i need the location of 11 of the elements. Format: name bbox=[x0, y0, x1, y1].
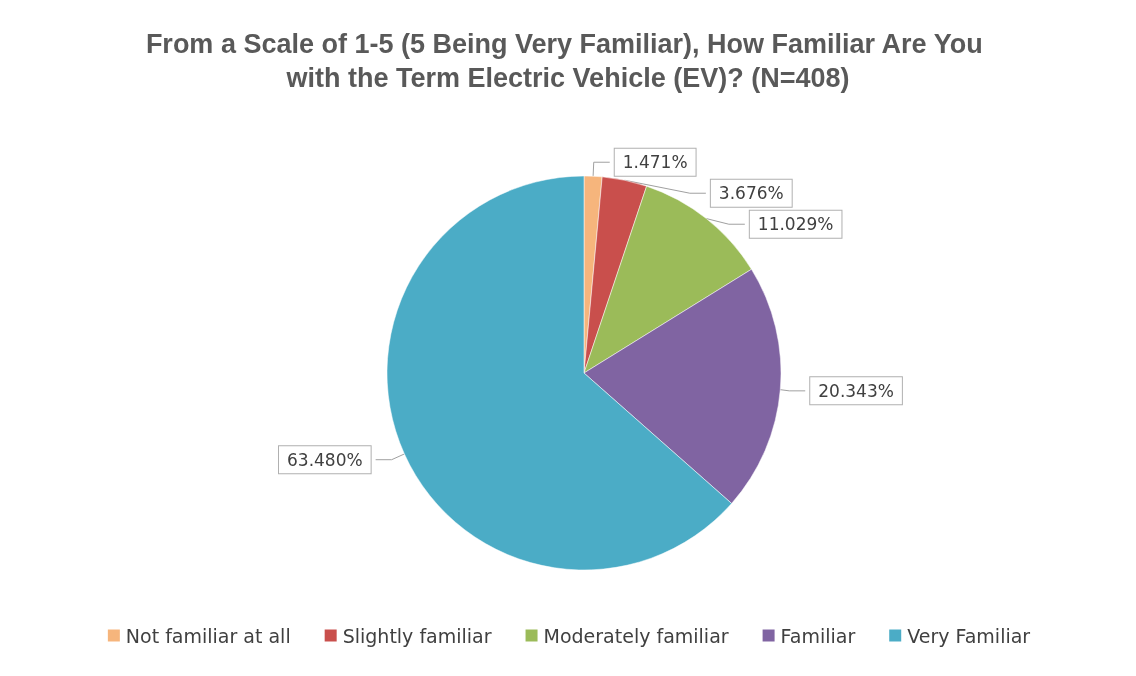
chart-title: From a Scale of 1-5 (5 Being Very Familiar), How Familiar Are You with the Term Electric Vehicle (EV)? (N=408) bbox=[145, 29, 991, 93]
data-label: 3.676% bbox=[718, 183, 784, 204]
legend-label: Very Familiar bbox=[907, 624, 1031, 647]
legend-label: Familiar bbox=[780, 624, 856, 647]
data-label: 63.480% bbox=[287, 449, 363, 470]
data-label: 11.029% bbox=[757, 214, 834, 235]
legend-label: Moderately familiar bbox=[543, 624, 729, 647]
legend-label: Not familiar at all bbox=[125, 624, 291, 647]
data-label: 1.471% bbox=[622, 152, 688, 173]
data-label: 20.343% bbox=[818, 380, 894, 401]
legend-label: Slightly familiar bbox=[342, 624, 492, 647]
